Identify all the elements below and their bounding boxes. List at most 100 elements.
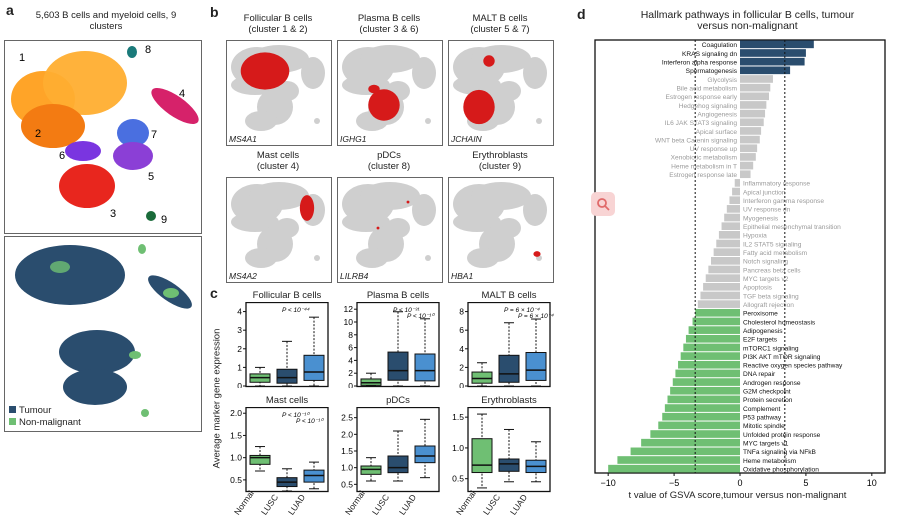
- boxplot-ytick: 2.0: [341, 429, 353, 439]
- tsne-cluster-svg: 1 2 3 4 5 6 7 8 9: [11, 44, 199, 226]
- panel-d-title: Hallmark pathways in follicular B cells,…: [640, 9, 855, 32]
- pathway-label: Xenobiotic metabolism: [671, 155, 738, 162]
- legend-swatch-nonmalignant: [9, 418, 16, 425]
- boxplot-frame: [467, 407, 551, 493]
- tsne-cluster-plot: 1 2 3 4 5 6 7 8 9: [4, 40, 202, 234]
- pathway-label: Interferon gamma response: [743, 198, 824, 205]
- pathway-bar: [664, 404, 740, 412]
- pathway-bar: [695, 308, 740, 317]
- pvalue-annotation: P < 10⁻¹⁰: [296, 418, 324, 425]
- cluster-label-2: 2: [35, 128, 41, 140]
- pathway-bar: [630, 447, 740, 456]
- cluster-label-9: 9: [161, 214, 167, 226]
- search-overlay-button[interactable]: [591, 192, 615, 216]
- pathway-bar: [650, 430, 740, 438]
- feature-gene-label: JCHAIN: [451, 134, 482, 144]
- boxplot-box: [387, 351, 409, 381]
- pathway-bar: [740, 75, 773, 83]
- pvalue-annotation: P < 10⁻¹⁰: [407, 313, 435, 320]
- pathway-bar: [740, 118, 764, 127]
- feature-plot-svg: [231, 45, 325, 131]
- pathway-bar: [740, 161, 754, 170]
- feature-plot-svg: [342, 182, 436, 268]
- panel-a-label: a: [6, 2, 14, 18]
- cluster-label-5: 5: [148, 171, 154, 183]
- boxplot-ytick: 2.5: [341, 413, 353, 423]
- pathway-label: MYC targets v2: [743, 276, 789, 283]
- pathway-bar: [740, 153, 756, 161]
- feature-plot-subtitle: (cluster 3 & 6): [359, 24, 419, 35]
- cluster-label-6: 6: [59, 150, 65, 162]
- boxplot-box: [498, 458, 520, 472]
- pathway-xtick: −5: [669, 478, 679, 488]
- pathway-label: P53 pathway: [743, 415, 782, 422]
- pathway-bar: [703, 282, 740, 291]
- boxplot-title: pDCs: [386, 395, 410, 406]
- feature-plot-subtitle: (cluster 9): [478, 161, 522, 172]
- expression-hotspot: [483, 55, 495, 67]
- pathway-bar: [688, 326, 740, 334]
- boxplot-ytick: 4: [348, 355, 353, 365]
- pathway-bar: [740, 66, 791, 75]
- feature-plot-box: HBA1: [448, 177, 554, 283]
- pvalue-annotation: P < 10⁻¹⁰: [282, 412, 310, 419]
- pathway-label: Angiogenesis: [697, 111, 737, 118]
- pathway-bar: [713, 248, 740, 256]
- boxplot-svg: 0 2 4 6 8 10 12 P < 10⁻³¹P < 10⁻¹⁰: [344, 302, 440, 388]
- boxplot-ytick: 3: [237, 325, 242, 335]
- pathway-bar: [724, 213, 740, 222]
- legend-nonmalignant-label: Non-malignant: [19, 417, 81, 428]
- boxplot-svg: 0.5 1.0 1.5 2.0 2.5: [341, 407, 440, 493]
- boxplot-box: [525, 352, 547, 381]
- boxplot-frame: [356, 407, 440, 493]
- pathway-bar: [740, 40, 814, 49]
- feature-plot-subtitle: (cluster 4): [256, 161, 300, 172]
- boxplot-ytick: 0.5: [230, 475, 242, 485]
- boxplot-ytick: 1.5: [341, 446, 353, 456]
- boxplot-title: Follicular B cells: [252, 290, 322, 301]
- pathway-label: TNFa signaling via NFkB: [743, 449, 817, 456]
- pathway-label: Estrogen response early: [666, 94, 738, 101]
- feature-plot-svg: [231, 182, 325, 268]
- pathway-label: Allograft rejection: [743, 302, 794, 309]
- pathway-xtick: 0: [737, 478, 742, 488]
- boxplot-ytick: 8: [459, 307, 464, 317]
- pathway-label: Pancreas beta cells: [743, 267, 801, 274]
- pathway-bar: [670, 386, 740, 395]
- pathway-bar: [729, 196, 740, 205]
- pathway-label: Coagulation: [702, 42, 738, 49]
- pathway-label: Apical surface: [696, 129, 738, 136]
- pathway-label: Unfolded protein response: [743, 432, 821, 439]
- boxplot-ytick: 8: [348, 330, 353, 340]
- feature-plot-svg: [453, 45, 547, 131]
- boxplot-ytick: 4: [237, 307, 242, 317]
- boxplot-ytick: 0: [348, 381, 353, 388]
- feature-plot-box: MS4A1: [226, 40, 332, 146]
- cluster-label-1: 1: [19, 52, 25, 64]
- pathway-bar: [740, 92, 769, 101]
- expression-hotspot: [299, 195, 315, 221]
- pathway-bar: [716, 239, 740, 248]
- pathway-label: IL2 STAT5 signaling: [743, 241, 802, 248]
- pathway-bar: [721, 222, 740, 231]
- cluster-label-3: 3: [110, 208, 116, 220]
- boxplot-ytick: 10: [344, 317, 354, 327]
- panel-d-xlabel: t value of GSVA score,tumour versus non-…: [628, 490, 847, 501]
- tsne-tissue-plot: [4, 236, 202, 432]
- pvalue-annotation: P < 10⁻³¹: [393, 307, 420, 314]
- feature-plot-subtitle: (cluster 8): [367, 161, 411, 172]
- feature-plot-box: IGHG1: [337, 40, 443, 146]
- pathway-label: Bile acid metabolism: [677, 85, 738, 92]
- pathway-label: TGF beta signaling: [743, 293, 799, 300]
- feature-gene-label: HBA1: [451, 271, 474, 281]
- feature-plot-svg: [453, 182, 547, 268]
- pathway-bar: [662, 412, 740, 421]
- feature-gene-label: MS4A1: [229, 134, 257, 144]
- panel-c-ylabel: Average marker gene expression: [211, 328, 223, 469]
- pathway-label: Notch signaling: [743, 259, 788, 266]
- pathway-bar: [658, 421, 740, 430]
- pathway-bar: [672, 378, 740, 386]
- panel-d-label: d: [577, 6, 586, 22]
- boxplot-box: [360, 465, 382, 475]
- pathway-bar: [705, 274, 740, 282]
